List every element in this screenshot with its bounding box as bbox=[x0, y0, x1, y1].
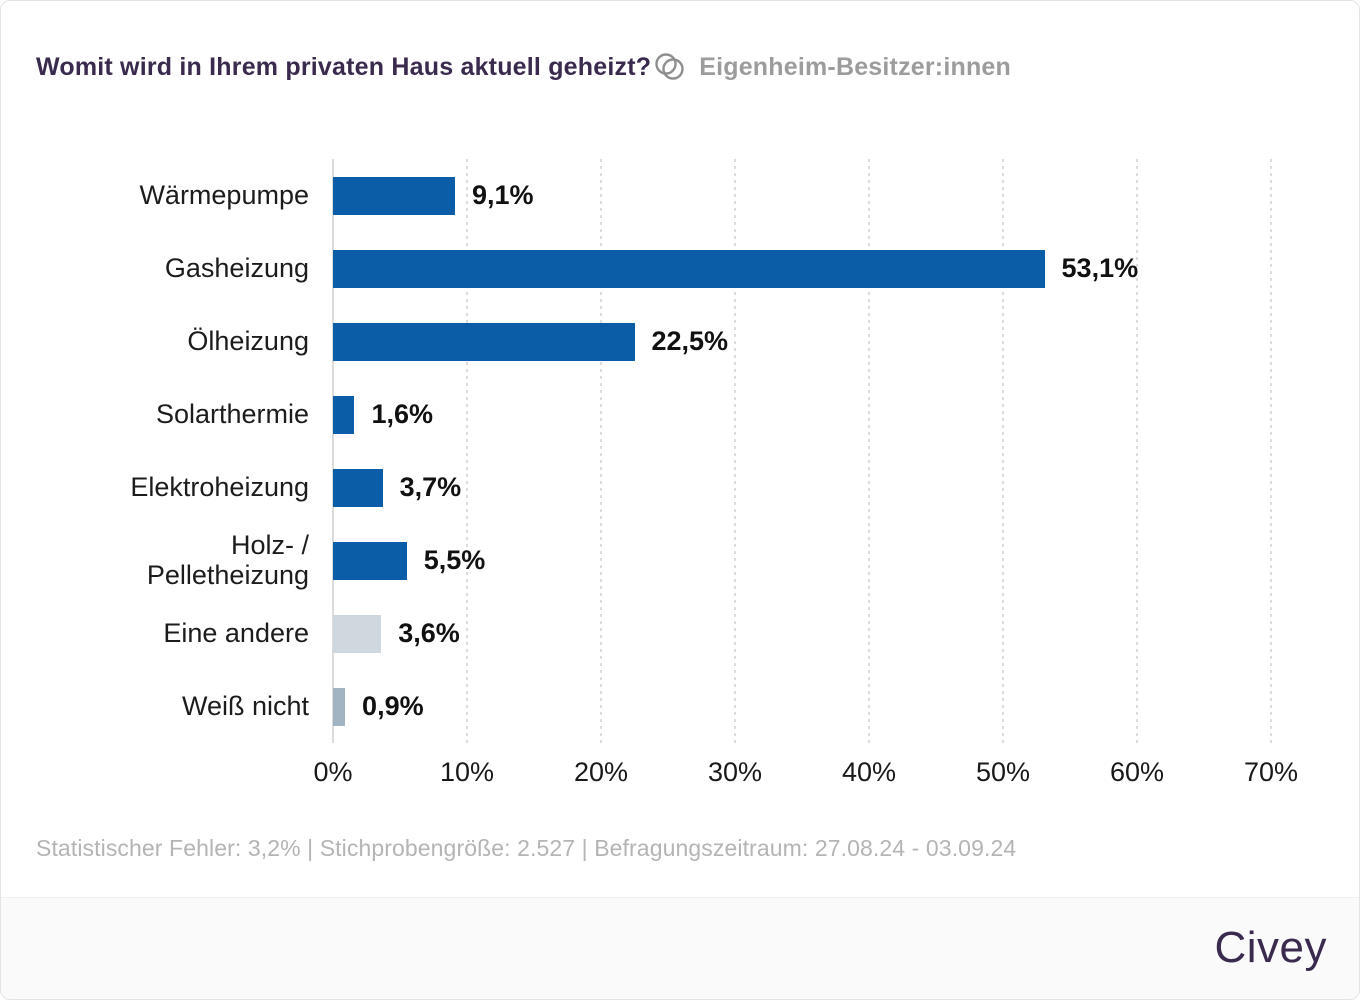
category-label: Elektroheizung bbox=[130, 471, 309, 502]
value-label: 22,5% bbox=[651, 326, 729, 356]
x-tick-label: 0% bbox=[313, 757, 353, 787]
category-cell: Eine andere bbox=[1, 597, 309, 670]
bar-track: 1,6% bbox=[333, 378, 1271, 451]
category-label: Eine andere bbox=[163, 617, 309, 648]
x-tick-label: 70% bbox=[1243, 757, 1299, 787]
gridline bbox=[1270, 159, 1272, 743]
category-cell: Holz- / Pelletheizung bbox=[1, 524, 309, 597]
bar[interactable] bbox=[333, 614, 382, 653]
category-cell: Wärmepumpe bbox=[1, 159, 309, 232]
bar-row: Eine andere 3,6% bbox=[1, 597, 1359, 670]
category-cell: Ölheizung bbox=[1, 305, 309, 378]
bar-row: Elektroheizung 3,7% bbox=[1, 451, 1359, 524]
value-label: 1,6% bbox=[371, 399, 433, 429]
bar-row: Weiß nicht 0,9% bbox=[1, 670, 1359, 743]
category-label: Gasheizung bbox=[164, 252, 309, 283]
methodology-note: Statistischer Fehler: 3,2% | Stichproben… bbox=[36, 835, 1017, 861]
gridline bbox=[332, 159, 334, 743]
value-label: 53,1% bbox=[1061, 253, 1139, 283]
category-cell: Elektroheizung bbox=[1, 451, 309, 524]
bar[interactable] bbox=[333, 249, 1045, 288]
x-axis: 0% 10% 20% 30% 40% 50% 60% 70% bbox=[313, 751, 1298, 797]
audience-label: Eigenheim-Besitzer:innen bbox=[699, 52, 1011, 81]
gridline bbox=[466, 159, 468, 743]
bar[interactable] bbox=[333, 541, 407, 580]
bar[interactable] bbox=[333, 176, 455, 215]
bar-track: 3,7% bbox=[333, 451, 1271, 524]
gridline bbox=[868, 159, 870, 743]
category-label: Holz- / Pelletheizung bbox=[146, 529, 309, 590]
category-cell: Solarthermie bbox=[1, 378, 309, 451]
x-tick-label: 60% bbox=[1109, 757, 1165, 787]
bar-row: Holz- / Pelletheizung 5,5% bbox=[1, 524, 1359, 597]
category-label: Weiß nicht bbox=[181, 690, 309, 721]
category-cell: Weiß nicht bbox=[1, 670, 309, 743]
header: Womit wird in Ihrem privaten Haus aktuel… bbox=[36, 51, 1339, 83]
x-tick-label: 10% bbox=[439, 757, 495, 787]
overlapping-circles-icon bbox=[655, 53, 684, 80]
bar-track: 5,5% bbox=[333, 524, 1271, 597]
value-label: 9,1% bbox=[471, 180, 534, 210]
bar-row: Ölheizung 22,5% bbox=[1, 305, 1359, 378]
bar-track: 53,1% bbox=[333, 232, 1271, 305]
bar-rows: Wärmepumpe 9,1% Gasheizung 53,1% Ölheizu… bbox=[1, 159, 1359, 743]
bar-track: 22,5% bbox=[333, 305, 1271, 378]
value-label: 0,9% bbox=[362, 691, 424, 721]
bar-chart: Wärmepumpe 9,1% Gasheizung 53,1% Ölheizu… bbox=[1, 159, 1359, 787]
bar-track: 0,9% bbox=[333, 670, 1271, 743]
x-tick-label: 30% bbox=[707, 757, 763, 787]
bar-row: Gasheizung 53,1% bbox=[1, 232, 1359, 305]
gridline bbox=[1002, 159, 1004, 743]
category-label: Ölheizung bbox=[187, 325, 309, 356]
civey-logo: Civey bbox=[1214, 922, 1327, 972]
gridline bbox=[1136, 159, 1138, 743]
bar[interactable] bbox=[333, 395, 355, 434]
chart-title: Womit wird in Ihrem privaten Haus aktuel… bbox=[36, 52, 652, 81]
category-cell: Gasheizung bbox=[1, 232, 309, 305]
bar-row: Solarthermie 1,6% bbox=[1, 378, 1359, 451]
bar[interactable] bbox=[333, 468, 383, 507]
bar-track: 3,6% bbox=[333, 597, 1271, 670]
value-label: 3,7% bbox=[399, 472, 462, 502]
x-tick-label: 20% bbox=[573, 757, 629, 787]
footer-band: Civey bbox=[1, 897, 1359, 999]
category-label: Wärmepumpe bbox=[139, 179, 309, 210]
category-label: Solarthermie bbox=[155, 398, 309, 429]
x-tick-label: 40% bbox=[841, 757, 897, 787]
gridline bbox=[600, 159, 602, 743]
value-label: 5,5% bbox=[423, 545, 486, 575]
bar-track: 9,1% bbox=[333, 159, 1271, 232]
grid-lines bbox=[332, 159, 1272, 743]
gridline bbox=[734, 159, 736, 743]
value-label: 3,6% bbox=[398, 618, 460, 648]
bar-row: Wärmepumpe 9,1% bbox=[1, 159, 1359, 232]
bar[interactable] bbox=[333, 322, 635, 361]
x-tick-label: 50% bbox=[975, 757, 1031, 787]
bar[interactable] bbox=[333, 687, 346, 726]
